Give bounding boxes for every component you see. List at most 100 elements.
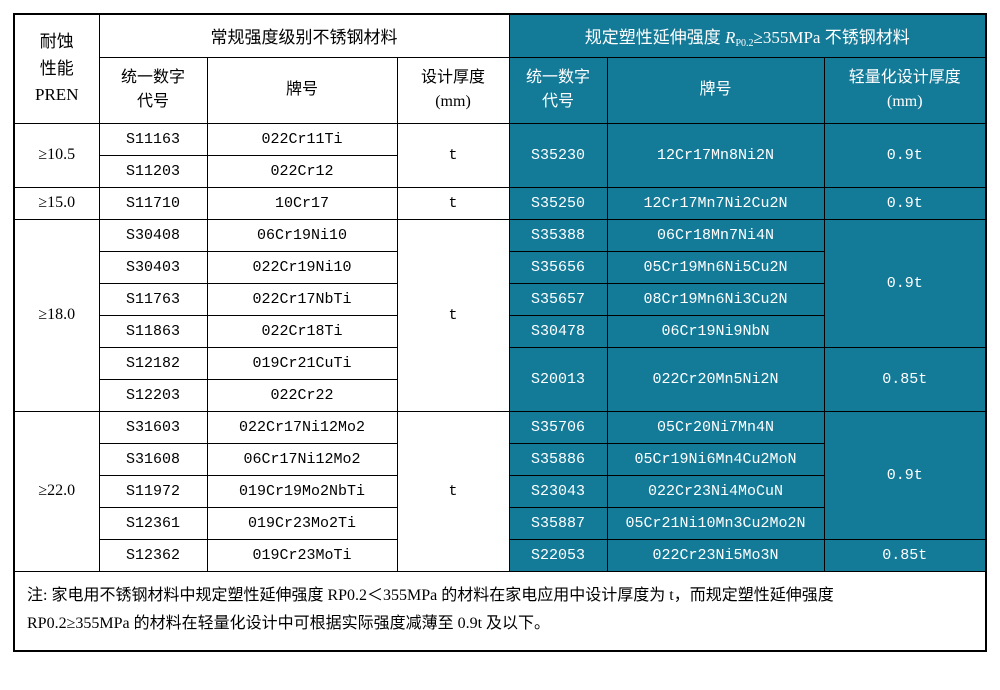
group-header-high-strength: 规定塑性延伸强度 RP0.2≥355MPa 不锈钢材料 <box>508 14 986 58</box>
code-cell: S31603 <box>98 410 208 444</box>
lightweight-thickness-cell: 0.9t <box>823 410 986 540</box>
grade-cell: 12Cr17Mn7Ni2Cu2N <box>606 186 825 220</box>
col-header-unified-code-right: 统一数字 代号 <box>508 56 608 124</box>
code-cell: S11163 <box>98 122 208 156</box>
table-row: ≥18.0 S30408 06Cr19Ni10 t S35388 06Cr18M… <box>14 218 986 412</box>
grade-cell: 10Cr17 <box>206 186 398 220</box>
high-strength-prefix: 规定塑性延伸强度 <box>584 27 726 47</box>
code-cell: S11763 <box>98 282 208 316</box>
table-row: ≥22.0 S31603 022Cr17Ni12Mo2 t S35706 05C… <box>14 410 986 572</box>
rp02-subscript: P0.2 <box>735 37 754 49</box>
code-cell: S22053 <box>508 538 608 572</box>
thickness-cell: t <box>396 410 510 572</box>
col-header-pren: 耐蚀 性能 PREN <box>14 14 100 124</box>
table-row: ≥10.5 S11163 022Cr11Ti t S35230 12Cr17Mn… <box>14 122 986 188</box>
grade-cell: 022Cr20Mn5Ni2N <box>606 346 825 412</box>
grade-cell: 022Cr23Ni5Mo3N <box>606 538 825 572</box>
pren-value: ≥10.5 <box>14 122 100 188</box>
col-header-lightweight-thickness: 轻量化设计厚度 (mm) <box>823 56 986 124</box>
code-cell: S23043 <box>508 474 608 508</box>
lightweight-thickness-cell: 0.85t <box>823 346 986 412</box>
grade-cell: 06Cr19Ni9NbN <box>606 314 825 348</box>
code-cell: S12362 <box>98 538 208 572</box>
code-cell: S11863 <box>98 314 208 348</box>
lightweight-thickness-cell: 0.9t <box>823 122 986 188</box>
code-cell: S11203 <box>98 154 208 188</box>
grade-cell: 06Cr19Ni10 <box>206 218 398 252</box>
col-header-grade-left: 牌号 <box>206 56 398 124</box>
col-header-design-thickness: 设计厚度 (mm) <box>396 56 510 124</box>
code-cell: S35657 <box>508 282 608 316</box>
pren-header-line2: 性能 <box>39 58 74 78</box>
code-cell: S35250 <box>508 186 608 220</box>
code-cell: S31608 <box>98 442 208 476</box>
design-thickness-unit: (mm) <box>435 93 471 110</box>
grade-cell: 022Cr11Ti <box>206 122 398 156</box>
grade-cell: 022Cr12 <box>206 154 398 188</box>
table-row: S11203 022Cr12 <box>15 154 985 188</box>
grade-cell: 019Cr23Mo2Ti <box>206 506 398 540</box>
grade-cell: 06Cr17Ni12Mo2 <box>206 442 398 476</box>
grade-cell: 05Cr19Ni6Mn4Cu2MoN <box>606 442 825 476</box>
code-cell: S35886 <box>508 442 608 476</box>
pren-header-line1: 耐蚀 <box>39 32 74 52</box>
unified-code-right-line1: 统一数字 <box>525 69 590 86</box>
code-cell: S35706 <box>508 410 608 444</box>
high-strength-suffix: ≥355MPa 不锈钢材料 <box>753 27 910 47</box>
unified-code-line1: 统一数字 <box>120 69 185 86</box>
code-cell: S20013 <box>508 346 608 412</box>
unified-code-line2: 代号 <box>136 93 169 110</box>
grade-cell: 022Cr17NbTi <box>206 282 398 316</box>
lightweight-thickness-line1: 轻量化设计厚度 <box>848 69 961 86</box>
grade-cell: 019Cr21CuTi <box>206 346 398 380</box>
code-cell: S35388 <box>508 218 608 252</box>
code-cell: S12182 <box>98 346 208 380</box>
code-cell: S35230 <box>508 122 608 188</box>
pren-value: ≥15.0 <box>14 186 100 220</box>
grade-cell: 022Cr22 <box>206 378 398 412</box>
grade-cell: 022Cr18Ti <box>206 314 398 348</box>
design-thickness-line1: 设计厚度 <box>420 69 485 86</box>
lightweight-thickness-cell: 0.9t <box>823 218 986 348</box>
code-cell: S30478 <box>508 314 608 348</box>
grade-cell: 06Cr18Mn7Ni4N <box>606 218 825 252</box>
pren-header-line3: PREN <box>35 84 79 104</box>
code-cell: S35887 <box>508 506 608 540</box>
table-row: S11972 019Cr19Mo2NbTi S23043 022Cr23Ni4M… <box>15 474 985 508</box>
thickness-cell: t <box>396 218 510 412</box>
lightweight-thickness-cell: 0.85t <box>823 538 986 572</box>
rp02-symbol: R <box>725 27 736 47</box>
stainless-steel-materials-table: 耐蚀 性能 PREN 常规强度级别不锈钢材料 规定塑性延伸强度 RP0.2≥35… <box>14 14 986 572</box>
code-cell: S35656 <box>508 250 608 284</box>
table-row: S12182 019Cr21CuTi S20013 022Cr20Mn5Ni2N… <box>15 346 986 412</box>
grade-cell: 05Cr20Ni7Mn4N <box>606 410 825 444</box>
unified-code-right-line2: 代号 <box>541 93 574 110</box>
col-header-unified-code-left: 统一数字 代号 <box>98 56 208 124</box>
grade-cell: 05Cr21Ni10Mn3Cu2Mo2N <box>606 506 825 540</box>
footnote-line2: RP0.2≥355MPa 的材料在轻量化设计中可根据实际强度减薄至 0.9t 及… <box>27 615 551 632</box>
footnote-line1: 注: 家电用不锈钢材料中规定塑性延伸强度 RP0.2＜355MPa 的材料在家电… <box>27 587 834 604</box>
table-row: S30403 022Cr19Ni10 S35656 05Cr19Mn6Ni5Cu… <box>15 250 985 284</box>
table-row: S11863 022Cr18Ti S30478 06Cr19Ni9NbN <box>15 314 985 348</box>
grade-cell: 12Cr17Mn8Ni2N <box>606 122 825 188</box>
grade-cell: 022Cr17Ni12Mo2 <box>206 410 398 444</box>
code-cell: S30403 <box>98 250 208 284</box>
code-cell: S11710 <box>98 186 208 220</box>
code-cell: S12203 <box>98 378 208 412</box>
grade-cell: 08Cr19Mn6Ni3Cu2N <box>606 282 825 316</box>
table-row: S12361 019Cr23Mo2Ti S35887 05Cr21Ni10Mn3… <box>15 506 985 540</box>
grade-cell: 019Cr19Mo2NbTi <box>206 474 398 508</box>
table-row: S11763 022Cr17NbTi S35657 08Cr19Mn6Ni3Cu… <box>15 282 985 316</box>
code-cell: S30408 <box>98 218 208 252</box>
table-frame: 耐蚀 性能 PREN 常规强度级别不锈钢材料 规定塑性延伸强度 RP0.2≥35… <box>13 13 987 652</box>
group-header-conventional: 常规强度级别不锈钢材料 <box>98 14 510 58</box>
col-header-grade-right: 牌号 <box>606 56 825 124</box>
thickness-cell: t <box>396 186 510 220</box>
grade-cell: 05Cr19Mn6Ni5Cu2N <box>606 250 825 284</box>
grade-cell: 022Cr23Ni4MoCuN <box>606 474 825 508</box>
code-cell: S12361 <box>98 506 208 540</box>
table-row: S12362 019Cr23MoTi S22053 022Cr23Ni5Mo3N… <box>15 538 986 572</box>
lightweight-thickness-unit: (mm) <box>886 93 923 110</box>
footnote: 注: 家电用不锈钢材料中规定塑性延伸强度 RP0.2＜355MPa 的材料在家电… <box>15 571 985 650</box>
table-row: ≥15.0 S11710 10Cr17 t S35250 12Cr17Mn7Ni… <box>14 186 986 220</box>
